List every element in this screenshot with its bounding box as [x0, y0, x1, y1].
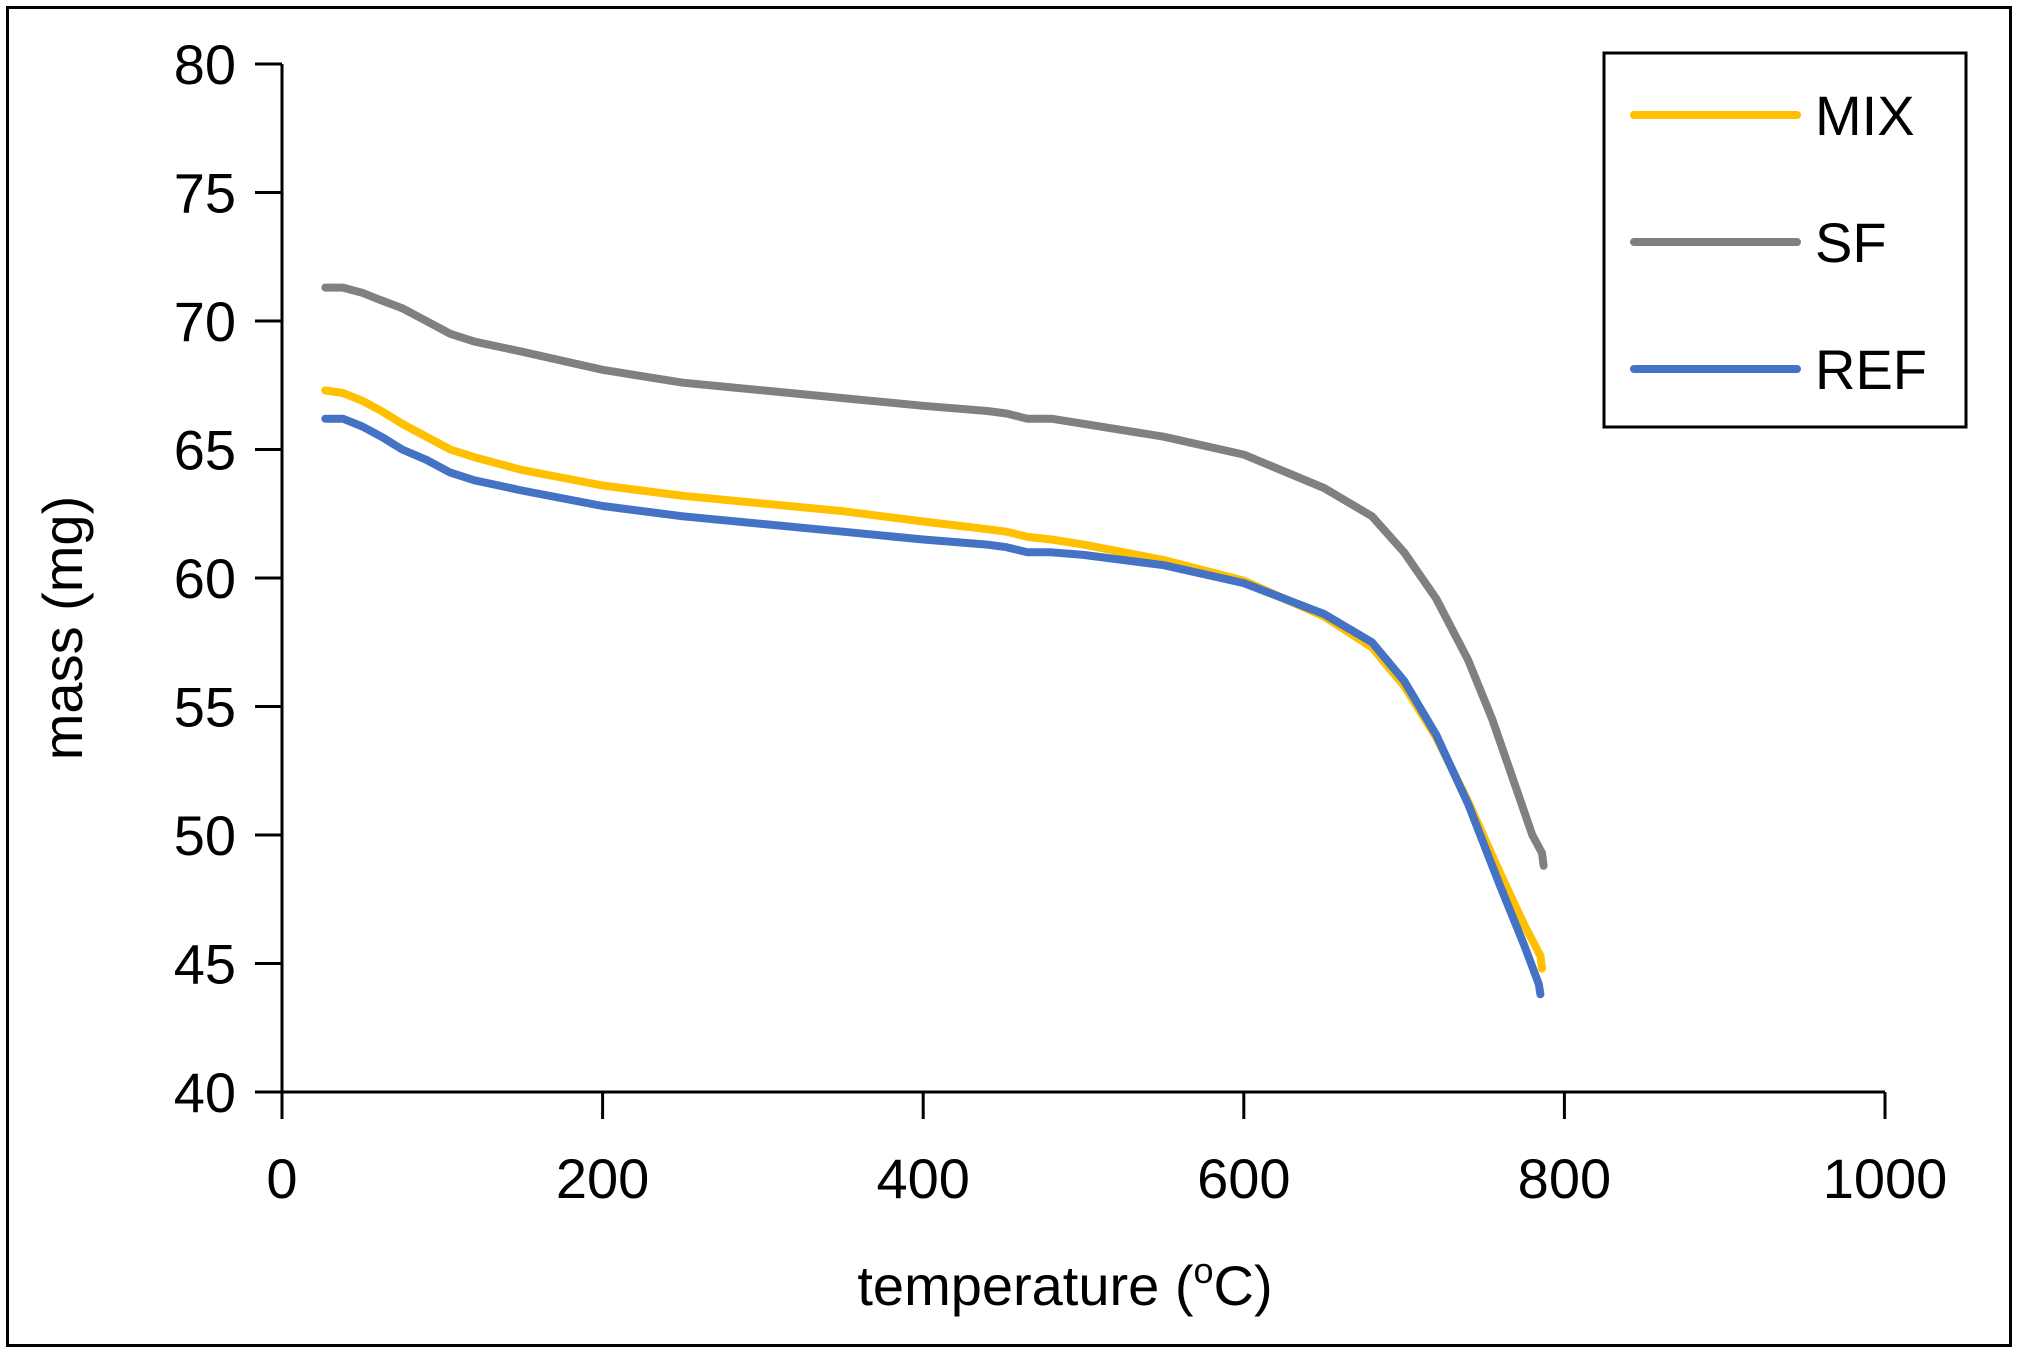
series-lines	[321, 283, 1548, 999]
x-axis-title-main: temperature (	[857, 1254, 1193, 1317]
x-tick-label: 0	[266, 1147, 297, 1210]
legend-label-mix: MIX	[1815, 84, 1915, 147]
x-axis-title-sup: o	[1194, 1250, 1214, 1291]
legend-label-ref: REF	[1815, 338, 1927, 401]
x-tick-label: 1000	[1823, 1147, 1948, 1210]
y-tick-label: 75	[174, 162, 236, 225]
x-axis-title: temperature (oC)	[857, 1250, 1272, 1317]
y-tick-label: 50	[174, 804, 236, 867]
x-tick-label: 400	[876, 1147, 969, 1210]
y-axis-title: mass (mg)	[31, 496, 94, 760]
y-tick-label: 60	[174, 547, 236, 610]
legend-label-sf: SF	[1815, 211, 1887, 274]
series-line-ref	[321, 414, 1545, 999]
x-axis-title-unit: C)	[1214, 1254, 1273, 1317]
series-line-mix	[321, 386, 1546, 973]
y-tick-label: 55	[174, 676, 236, 739]
y-tick-label: 70	[174, 290, 236, 353]
legend: MIX SF REF	[1602, 51, 1968, 429]
y-ticks: 40 45 50 55 60 65 70 75 80	[174, 33, 282, 1124]
x-tick-label: 200	[556, 1147, 649, 1210]
x-tick-label: 800	[1518, 1147, 1611, 1210]
y-tick-label: 40	[174, 1061, 236, 1124]
y-tick-label: 80	[174, 33, 236, 96]
y-tick-label: 65	[174, 419, 236, 482]
series-line-sf	[321, 283, 1548, 870]
y-tick-label: 45	[174, 933, 236, 996]
x-ticks: 0 200 400 600 800 1000	[266, 1092, 1947, 1210]
x-tick-label: 600	[1197, 1147, 1290, 1210]
